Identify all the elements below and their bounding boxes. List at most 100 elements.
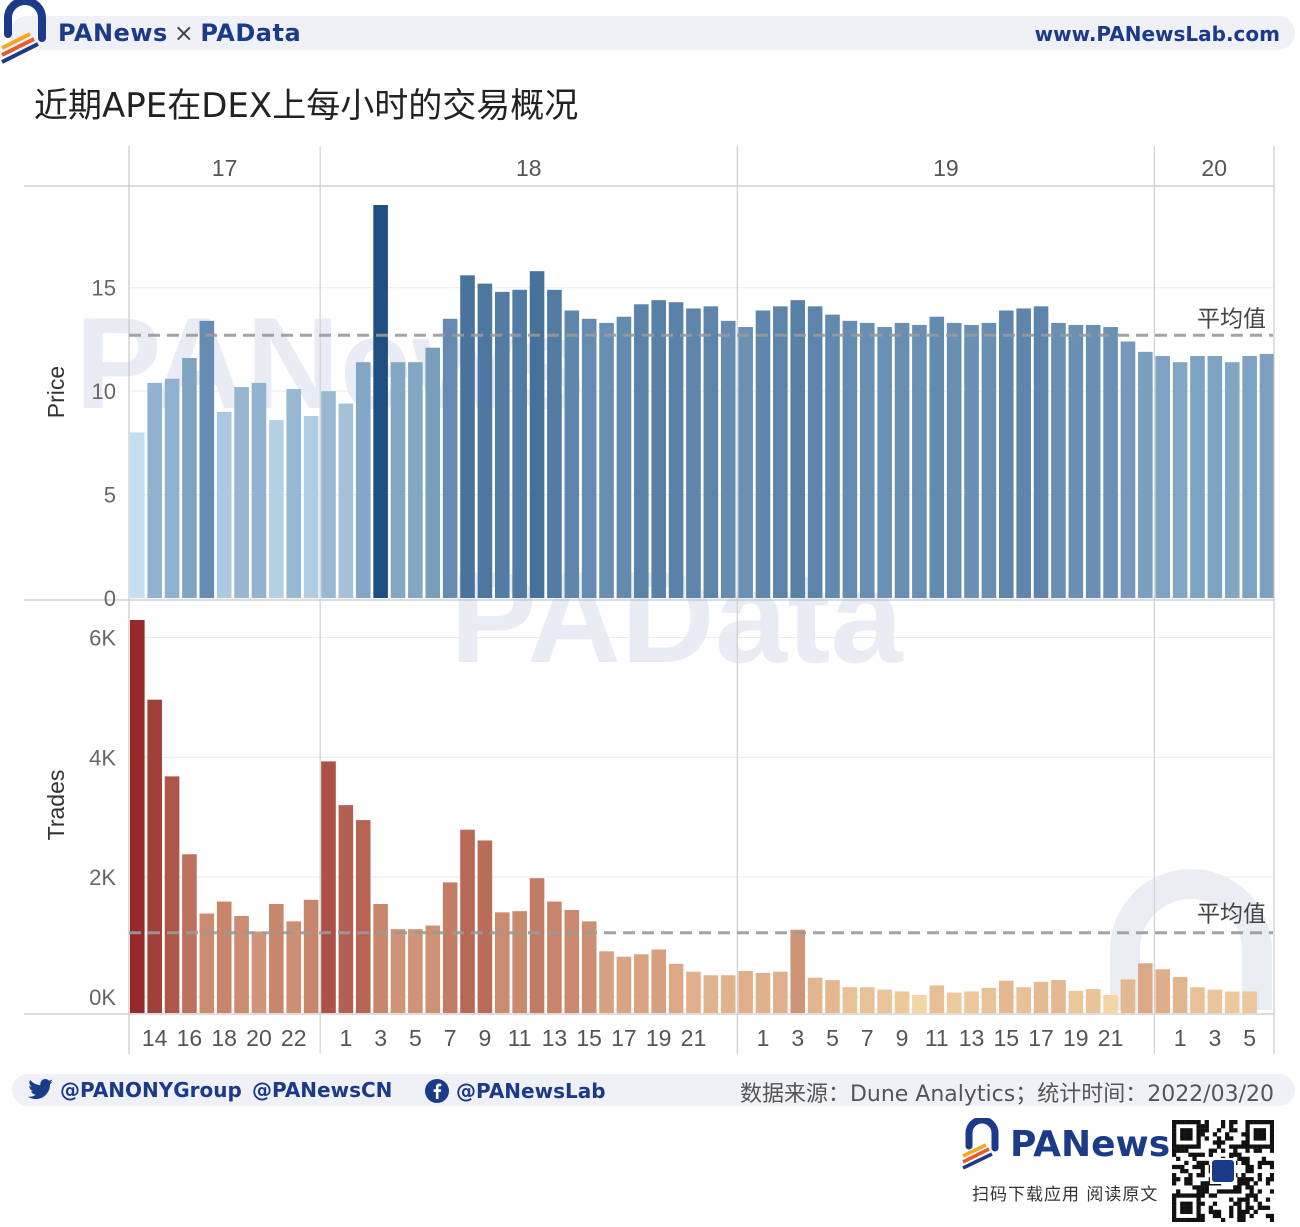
qr-module — [1216, 1128, 1222, 1133]
qr-module — [1172, 1128, 1177, 1133]
qr-module — [1225, 1189, 1230, 1194]
hour-tick-label: 11 — [925, 1025, 949, 1051]
trades-bar — [1120, 979, 1136, 1013]
hour-tick-label: 5 — [826, 1025, 839, 1051]
trades-bar — [269, 903, 284, 1013]
trades-bar — [1224, 991, 1240, 1013]
price-bar — [1172, 362, 1188, 598]
qr-module — [1237, 1156, 1242, 1161]
qr-module — [1172, 1140, 1177, 1145]
qr-module — [1196, 1189, 1201, 1194]
qr-module — [1245, 1156, 1250, 1161]
qr-module — [1225, 1136, 1230, 1141]
trades-bar — [564, 909, 580, 1013]
trades-bar — [338, 805, 354, 1013]
qr-module — [1229, 1120, 1234, 1125]
hour-tick-label: 7 — [444, 1025, 457, 1051]
qr-module — [1172, 1217, 1177, 1222]
hour-tick-label: 15 — [994, 1025, 1020, 1051]
qr-module — [1237, 1177, 1242, 1182]
qr-module — [1233, 1144, 1238, 1149]
qr-module — [1184, 1132, 1189, 1137]
trades-tick-label: 4K — [89, 745, 116, 770]
qr-module — [1257, 1189, 1262, 1194]
trades-bar — [373, 903, 388, 1013]
trades-bar — [130, 620, 145, 1013]
trades-bar — [599, 951, 614, 1013]
qr-module — [1184, 1201, 1189, 1206]
hour-tick-label: 14 — [142, 1025, 168, 1051]
trades-bar — [1033, 981, 1049, 1013]
qr-module — [1172, 1144, 1177, 1149]
qr-module — [1192, 1120, 1197, 1125]
trades-bar — [877, 989, 892, 1013]
price-bar — [616, 316, 632, 598]
qr-module — [1188, 1217, 1193, 1222]
footer-bar — [12, 1074, 1295, 1106]
trades-bar — [755, 972, 771, 1013]
qr-module — [1269, 1140, 1274, 1145]
qr-module — [1249, 1213, 1254, 1219]
qr-module — [1204, 1185, 1209, 1190]
trades-bar — [1085, 989, 1101, 1013]
qr-module — [1184, 1160, 1189, 1166]
qr-module — [1253, 1128, 1258, 1133]
trades-bar — [164, 776, 180, 1013]
price-bar — [321, 391, 336, 598]
trades-bar — [703, 975, 719, 1013]
price-bar — [999, 310, 1014, 598]
qr-module — [1245, 1185, 1250, 1190]
trades-bar — [251, 931, 267, 1013]
date-label: 17 — [212, 155, 238, 181]
qr-module — [1229, 1124, 1234, 1129]
qr-module — [1172, 1177, 1177, 1182]
price-bar — [1051, 322, 1066, 598]
qr-module — [1237, 1209, 1242, 1215]
qr-module — [1172, 1197, 1177, 1202]
site-url[interactable]: www.PANewsLab.com — [1034, 22, 1280, 46]
qr-module — [1196, 1124, 1201, 1129]
price-bars — [130, 205, 1275, 598]
qr-module — [1237, 1201, 1242, 1206]
price-bar — [529, 271, 545, 598]
price-bar — [581, 318, 597, 598]
qr-module — [1172, 1181, 1177, 1186]
price-bar — [773, 306, 788, 598]
hour-tick-label: 19 — [646, 1025, 672, 1051]
panews-logo-icon — [962, 1118, 999, 1170]
qr-module — [1212, 1193, 1218, 1198]
qr-module — [1184, 1120, 1189, 1125]
qr-module — [1172, 1132, 1177, 1137]
price-bar — [825, 314, 840, 598]
qr-module — [1245, 1124, 1250, 1129]
qr-module — [1253, 1181, 1258, 1186]
hour-tick-label: 5 — [1243, 1025, 1256, 1051]
price-bar — [912, 324, 927, 598]
qr-module — [1237, 1152, 1242, 1157]
trades-bar — [286, 921, 302, 1013]
qr-module — [1212, 1201, 1218, 1206]
qr-module — [1188, 1120, 1193, 1125]
qr-module — [1261, 1136, 1267, 1141]
qr-module — [1180, 1164, 1185, 1170]
qr-code-icon[interactable] — [1172, 1120, 1274, 1222]
qr-module — [1180, 1193, 1185, 1198]
twitter-link[interactable]: @PANONYGroup — [28, 1078, 242, 1102]
qr-module — [1204, 1128, 1209, 1133]
facebook-link[interactable]: @PANewsLab — [424, 1078, 606, 1104]
qr-module — [1200, 1189, 1205, 1194]
trades-bar — [668, 963, 684, 1013]
qr-module — [1249, 1185, 1254, 1190]
hour-tick-label: 3 — [1208, 1025, 1221, 1051]
trades-bar — [616, 956, 632, 1013]
qr-module — [1220, 1217, 1226, 1222]
qr-module — [1265, 1144, 1271, 1149]
twitter-link-2[interactable]: @PANewsCN — [252, 1078, 392, 1102]
trades-bar — [494, 912, 510, 1013]
price-bar — [651, 300, 666, 598]
price-bar — [130, 432, 145, 598]
qr-module — [1220, 1120, 1226, 1125]
qr-module — [1188, 1173, 1193, 1178]
qr-module — [1180, 1136, 1185, 1141]
qr-module — [1249, 1205, 1254, 1210]
